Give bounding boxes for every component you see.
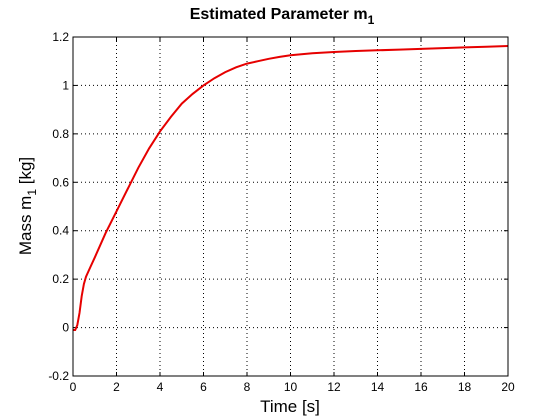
- series-line: [73, 45, 509, 331]
- x-tick-label: 14: [371, 380, 385, 394]
- y-tick-label: 0.6: [52, 175, 69, 189]
- plot-frame: [72, 36, 509, 377]
- y-axis-label-unit: [kg]: [16, 157, 35, 189]
- chart-title: Estimated Parameter m1: [190, 6, 375, 27]
- y-tick-label: 0.2: [52, 272, 69, 286]
- x-tick-label: 18: [458, 380, 472, 394]
- x-tick-label: 2: [113, 380, 120, 394]
- y-tick-label: 1.2: [52, 30, 69, 44]
- x-tick-label: 12: [327, 380, 341, 394]
- x-tick-label: 8: [244, 380, 251, 394]
- x-axis-label: Time [s]: [260, 397, 320, 416]
- chart-title-subscript: 1: [368, 13, 375, 27]
- chart-title-main: Estimated Parameter m: [190, 6, 368, 23]
- tick-labels: 0 2 4 6 8 10 12 14 16 18 20-0.200.20.40.60.811.2: [48, 30, 515, 394]
- y-axis-label: Mass m1 [kg]: [16, 157, 39, 255]
- y-tick-label: 1: [62, 78, 69, 92]
- x-tick-label: 0: [70, 380, 77, 394]
- x-tick-label: 6: [200, 380, 207, 394]
- grid: [73, 37, 508, 376]
- x-tick-label: 4: [157, 380, 164, 394]
- y-axis-label-subscript: 1: [25, 189, 39, 196]
- y-tick-label: 0.8: [52, 127, 69, 141]
- y-tick-label: 0: [62, 321, 69, 335]
- x-tick-label: 20: [501, 380, 515, 394]
- y-axis-label-main: Mass m: [16, 196, 35, 256]
- x-tick-label: 16: [414, 380, 428, 394]
- x-tick-label: 10: [284, 380, 298, 394]
- y-tick-label: -0.2: [48, 369, 69, 383]
- y-tick-label: 0.4: [52, 224, 69, 238]
